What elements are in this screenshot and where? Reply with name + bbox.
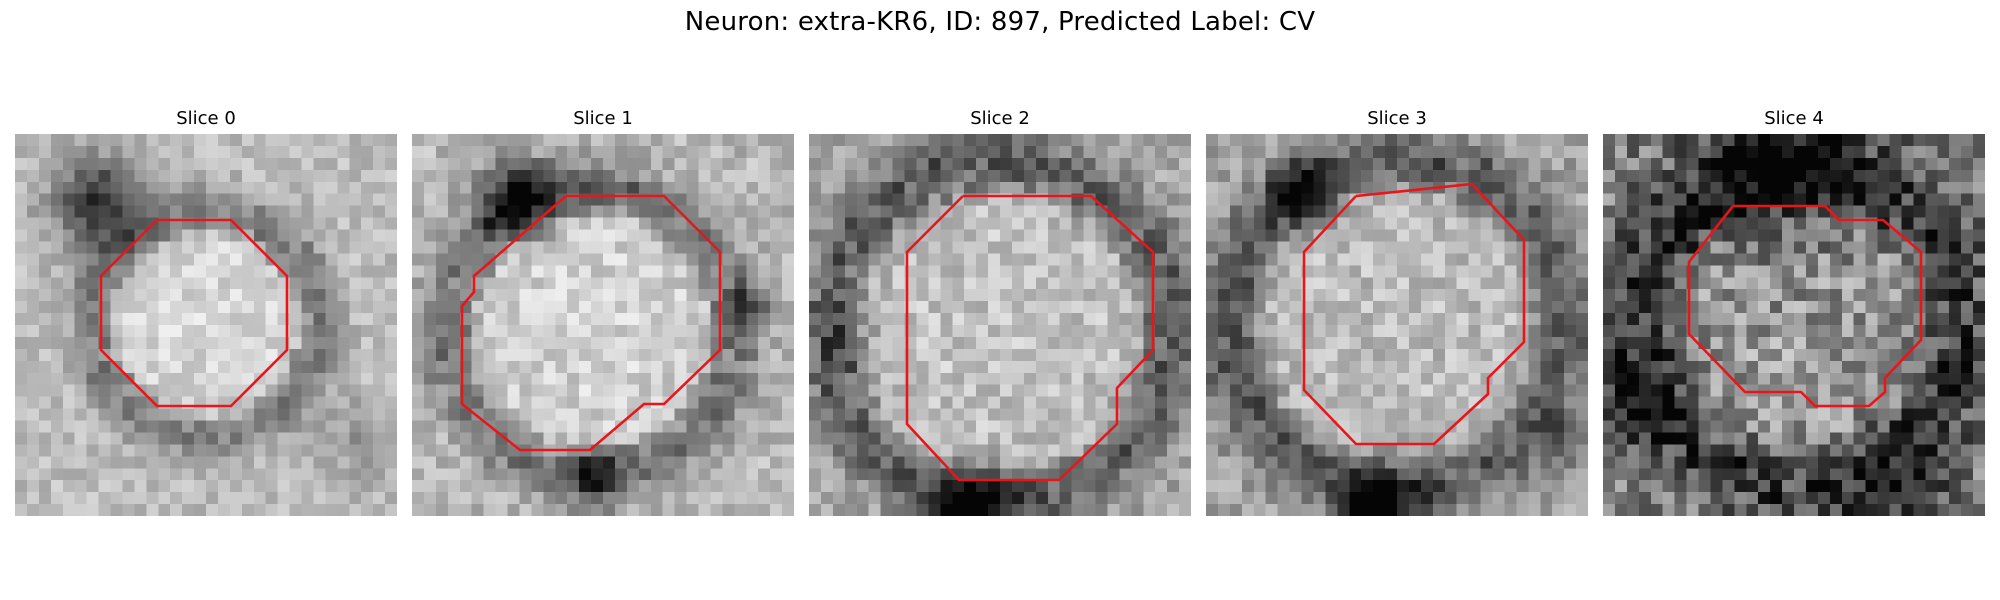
slice-image-svg [1206, 134, 1588, 516]
slice-title: Slice 4 [1764, 108, 1824, 129]
slice-title: Slice 3 [1367, 108, 1427, 129]
slice-image-svg [15, 134, 397, 516]
slice-image-svg [809, 134, 1191, 516]
segmentation-contour [905, 194, 1155, 482]
slice-image [1603, 134, 1985, 516]
slice-title: Slice 2 [970, 108, 1030, 129]
slice-title: Slice 1 [573, 108, 633, 129]
slice-panel: Slice 0 [15, 108, 397, 516]
slice-image [15, 134, 397, 516]
pixel-grid [809, 134, 1191, 516]
pixel-grid [1206, 134, 1588, 516]
pixel-grid [15, 134, 397, 516]
segmentation-contour [460, 194, 722, 452]
slice-image [809, 134, 1191, 516]
slice-panel: Slice 1 [412, 108, 794, 516]
slice-image [412, 134, 794, 516]
slice-panel: Slice 2 [809, 108, 1191, 516]
slice-image [1206, 134, 1588, 516]
slice-title: Slice 0 [176, 108, 236, 129]
pixel-grid [412, 134, 794, 516]
segmentation-contour [1687, 204, 1923, 408]
slice-image-svg [1603, 134, 1985, 516]
slice-panel: Slice 3 [1206, 108, 1588, 516]
slice-image-svg [412, 134, 794, 516]
segmentation-contour [1302, 182, 1526, 446]
segmentation-contour [99, 218, 289, 408]
slice-panel: Slice 4 [1603, 108, 1985, 516]
pixel-grid [1603, 134, 1985, 516]
figure-title: Neuron: extra-KR6, ID: 897, Predicted La… [684, 7, 1316, 37]
